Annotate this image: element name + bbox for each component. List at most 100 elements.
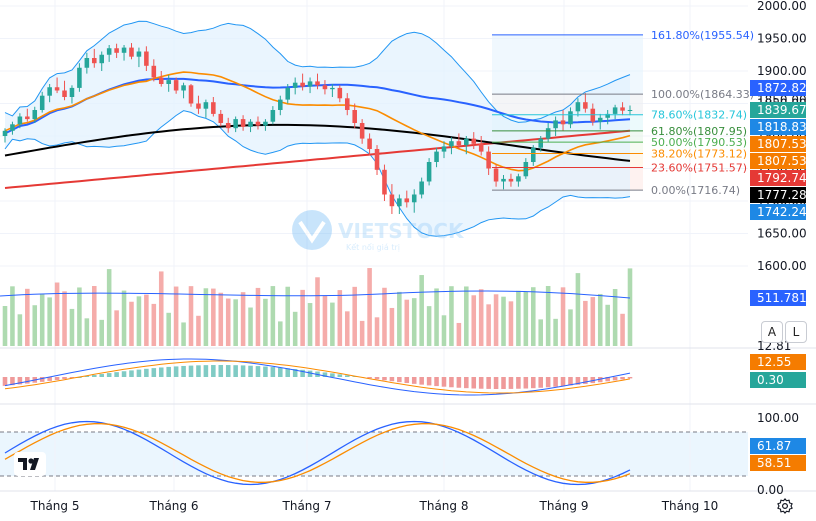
- volume-badge-bg: [750, 290, 806, 306]
- time-axis[interactable]: Tháng 5 Tháng 6 Tháng 7 Tháng 8 Tháng 9 Tháng…: [30, 499, 719, 513]
- macd-histogram-bar: [300, 369, 305, 377]
- macd-histogram-bar: [583, 377, 588, 384]
- candle-body: [389, 194, 395, 207]
- candle-body: [92, 58, 97, 64]
- macd-histogram-bar: [121, 371, 127, 377]
- volume-bar: [404, 299, 410, 346]
- volume-bar: [292, 311, 298, 346]
- macd-histogram-bar: [411, 377, 417, 384]
- macd-histogram-bar: [270, 367, 276, 377]
- candle-body: [300, 82, 305, 87]
- macd-histogram-bar: [263, 366, 268, 377]
- volume-bar: [471, 295, 477, 346]
- fib-level-label: 78.60%(1832.74): [651, 109, 747, 122]
- volume-bar: [17, 314, 23, 346]
- candle-body: [568, 111, 573, 125]
- volume-bar: [173, 286, 179, 346]
- volume-bar: [367, 268, 372, 346]
- volume-bar: [508, 301, 514, 346]
- macd-histogram-bar: [129, 370, 134, 377]
- macd-histogram-bar: [374, 377, 380, 380]
- volume-bar: [10, 286, 15, 346]
- volume-bar: [411, 298, 417, 346]
- candle-body: [612, 107, 618, 114]
- macd-histogram-bar: [337, 374, 343, 377]
- price-badge: 1792.74: [757, 171, 807, 185]
- macd-histogram-bar: [211, 365, 216, 377]
- price-badge: 1807.53: [757, 154, 807, 168]
- auto-scale-button[interactable]: A: [761, 321, 783, 343]
- macd-histogram-bar: [136, 369, 142, 377]
- volume-bar: [397, 291, 402, 346]
- macd-histogram-bar: [330, 373, 335, 377]
- volume-bar: [263, 298, 268, 346]
- volume-bar: [77, 287, 82, 346]
- volume-bar: [516, 290, 521, 346]
- volume-bar: [620, 313, 625, 346]
- macd-histogram-bar: [39, 377, 45, 382]
- volume-bar: [627, 268, 633, 346]
- tradingview-logo-icon[interactable]: [14, 452, 46, 476]
- candle-body: [471, 138, 477, 144]
- volume-bar: [464, 286, 469, 346]
- macd-histogram-bar: [352, 376, 357, 377]
- macd-histogram-bar: [382, 377, 387, 381]
- price-badge: 1807.53: [757, 137, 807, 151]
- macd-histogram-bar: [434, 377, 439, 387]
- volume-bar: [158, 271, 164, 346]
- candle-body: [54, 87, 60, 91]
- log-scale-button[interactable]: L: [785, 321, 807, 343]
- candle-body: [508, 178, 514, 182]
- candle-body: [315, 81, 320, 86]
- fib-level-label: 61.80%(1807.95): [651, 125, 747, 138]
- candle-body: [344, 98, 350, 110]
- macd-histogram-bar: [575, 377, 581, 385]
- candle-body: [121, 47, 127, 53]
- macd-histogram-bar: [173, 366, 179, 377]
- macd-histogram-bar: [344, 375, 350, 377]
- stoch-value-badge-bg: [750, 438, 806, 454]
- macd-histogram-bar: [196, 365, 201, 377]
- volume-bar: [62, 291, 67, 346]
- volume-bar: [196, 315, 201, 346]
- candle-body: [486, 151, 491, 169]
- volume-bar: [456, 322, 462, 346]
- volume-bar: [300, 289, 305, 346]
- volume-bar: [25, 288, 30, 346]
- candle-body: [419, 181, 424, 195]
- volume-bar: [69, 308, 75, 346]
- price-axis[interactable]: 2000.001950.001900.001850.001800.001750.…: [757, 0, 807, 497]
- macd-histogram-bar: [181, 365, 186, 377]
- macd-histogram-bar: [285, 368, 291, 377]
- time-tick-label: Tháng 5: [30, 499, 80, 513]
- candle-body: [188, 85, 194, 104]
- volume-bar: [114, 310, 119, 346]
- volume-bar: [39, 293, 45, 346]
- candle-body: [523, 162, 529, 177]
- volume-bar: [106, 269, 112, 346]
- candle-body: [397, 198, 402, 207]
- price-badge-bg: [750, 153, 806, 169]
- price-tick-label: 1650.00: [757, 227, 807, 241]
- macd-histogram-bar: [292, 369, 298, 377]
- candle-body: [620, 107, 625, 111]
- volume-bar: [307, 303, 313, 346]
- volume-bar: [359, 320, 365, 346]
- candle-body: [530, 147, 536, 162]
- candle-body: [166, 80, 171, 84]
- price-badge-bg: [750, 80, 806, 96]
- stoch-d-line: [4, 423, 631, 483]
- macd-histogram-bar: [69, 377, 75, 378]
- gear-icon[interactable]: [776, 497, 794, 515]
- volume-bar: [54, 282, 60, 346]
- volume-bar: [322, 295, 328, 346]
- fib-level-label: 161.80%(1955.54): [651, 29, 754, 42]
- candle-body: [516, 176, 521, 182]
- macd-histogram-bar: [62, 377, 67, 379]
- candle-body: [114, 48, 119, 53]
- volume-bar: [434, 288, 439, 346]
- price-badge-bg: [750, 204, 806, 220]
- volume-bar: [605, 304, 610, 346]
- macd-histogram-bar: [166, 366, 171, 377]
